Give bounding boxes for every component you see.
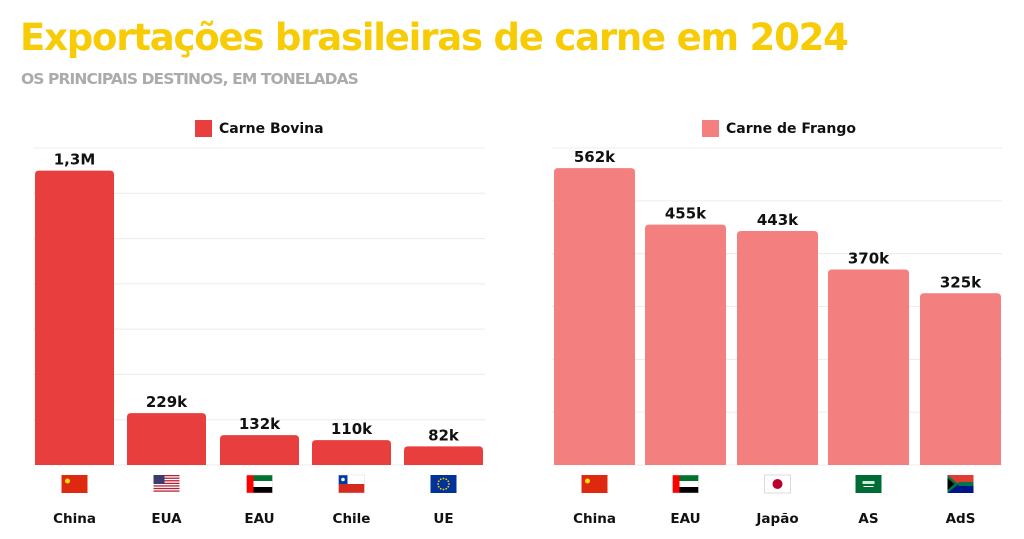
data-label: 325k [940,273,982,291]
page-subtitle: OS PRINCIPAIS DESTINOS, EM TONELADAS [21,70,359,88]
category-label: EAU [244,511,274,527]
chart-chicken: 562k China 455k EAU 443k Japão 370k AS 325k AdS [552,147,1002,527]
category-label: EAU [670,511,700,527]
bar [35,170,114,465]
flag-south-africa-icon [947,475,974,493]
legend-swatch [702,120,719,137]
category-label: AdS [946,511,976,527]
flag-saudi-arabia-icon [855,475,882,493]
legend-beef: Carne Bovina [195,120,324,137]
chart-beef: 1,3M China 229k EUA 132k EAU 110k Chile 82k UE [33,147,485,527]
flag-uae-icon [246,474,273,494]
category-label: China [573,511,616,527]
data-label: 1,3M [54,151,96,169]
flag-uae-icon [672,474,699,494]
legend-swatch [195,120,212,137]
page-title: Exportações brasileiras de carne em 2024 [20,16,849,59]
bar [828,269,909,465]
legend-label: Carne Bovina [219,120,324,137]
data-label: 110k [331,420,373,438]
bar [645,224,726,465]
data-label: 455k [665,205,707,223]
bar [220,435,299,465]
flag-china-icon [61,475,88,493]
data-label: 562k [574,148,616,166]
data-label: 370k [848,250,890,268]
category-label: Chile [333,511,371,527]
legend-label: Carne de Frango [726,120,856,137]
bar [312,440,391,465]
data-label: 82k [428,426,460,444]
category-label: Japão [755,511,798,527]
data-label: 132k [239,415,281,433]
category-label: EUA [151,511,182,527]
legend-chicken: Carne de Frango [702,120,856,137]
flag-china-icon [581,475,608,493]
bar [554,168,635,465]
bar [737,230,818,465]
category-label: China [53,511,96,527]
flag-eu-icon [430,475,457,493]
bar [127,413,206,465]
data-label: 229k [146,393,188,411]
flag-japan-icon [764,474,791,494]
category-label: AS [858,511,878,527]
bar [404,446,483,465]
bar [920,293,1001,465]
data-label: 443k [757,211,799,229]
flag-chile-icon [338,474,365,494]
category-label: UE [433,511,453,527]
flag-usa-icon [153,475,180,493]
